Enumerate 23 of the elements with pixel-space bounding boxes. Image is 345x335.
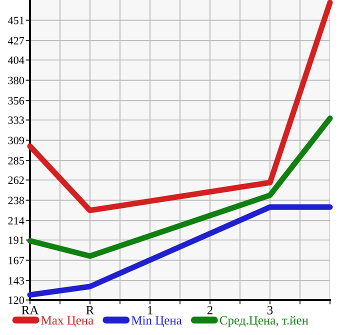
y-tick-label: 427 xyxy=(8,37,24,44)
x-tick-label: 2 xyxy=(207,306,212,314)
y-tick-label: 356 xyxy=(8,97,24,105)
y-tick-label: 404 xyxy=(8,56,24,64)
y-tick-label: 333 xyxy=(8,116,24,124)
legend-label: Max Цена xyxy=(41,316,94,328)
y-tick-label: 238 xyxy=(8,196,24,204)
y-tick-label: 262 xyxy=(8,176,24,184)
y-tick-label: 191 xyxy=(8,236,24,244)
y-tick-label: 214 xyxy=(8,217,24,224)
y-tick-label: 285 xyxy=(8,157,24,165)
y-tick-label: 451 xyxy=(8,16,24,24)
x-tick-label: R xyxy=(86,306,94,314)
legend-label: Min Цена xyxy=(132,316,182,328)
x-tick-label: 3 xyxy=(267,306,273,314)
legend-label: Сред.Цена, т.йен xyxy=(220,316,308,328)
y-tick-label: 380 xyxy=(8,76,24,84)
y-tick-label: 309 xyxy=(8,136,24,144)
x-tick-label: RA xyxy=(22,306,39,314)
x-tick-label: 1 xyxy=(148,306,152,314)
y-tick-label: 120 xyxy=(8,296,24,304)
y-tick-label: 143 xyxy=(8,277,24,285)
y-tick-label: 167 xyxy=(8,256,24,264)
